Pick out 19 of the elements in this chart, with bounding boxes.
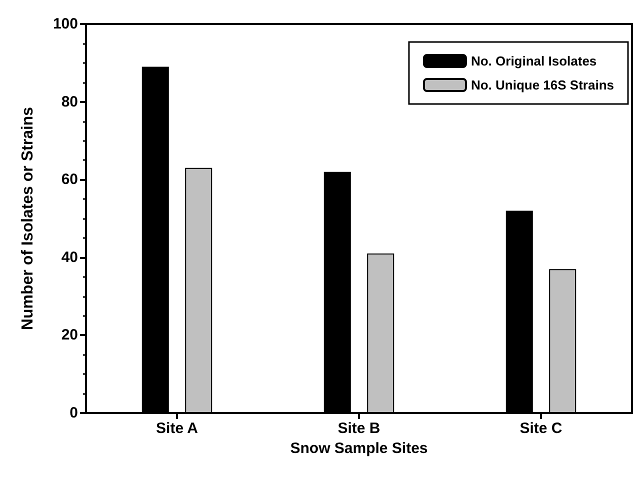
x-axis-title: Snow Sample Sites xyxy=(290,440,428,457)
x-tick-label: Site B xyxy=(338,420,380,437)
x-tick-label: Site A xyxy=(156,420,198,437)
y-tick-label: 100 xyxy=(52,16,78,32)
y-tick-label: 20 xyxy=(61,326,78,344)
bar xyxy=(506,210,533,413)
y-axis-title: Number of Isolates or Strains xyxy=(20,106,36,330)
bar xyxy=(549,269,576,413)
legend-label: No. Original Isolates xyxy=(470,54,597,68)
bar xyxy=(185,168,212,413)
y-tick-label: 0 xyxy=(70,404,78,422)
legend-label: No. Unique 16S Strains xyxy=(470,78,614,92)
bar xyxy=(142,66,169,413)
y-tick-label: 80 xyxy=(61,93,78,110)
y-tick-label: 40 xyxy=(61,248,78,266)
bar xyxy=(324,172,351,413)
x-tick-label: Site C xyxy=(520,420,562,437)
bar xyxy=(367,254,394,413)
y-tick-label: 60 xyxy=(61,171,78,188)
